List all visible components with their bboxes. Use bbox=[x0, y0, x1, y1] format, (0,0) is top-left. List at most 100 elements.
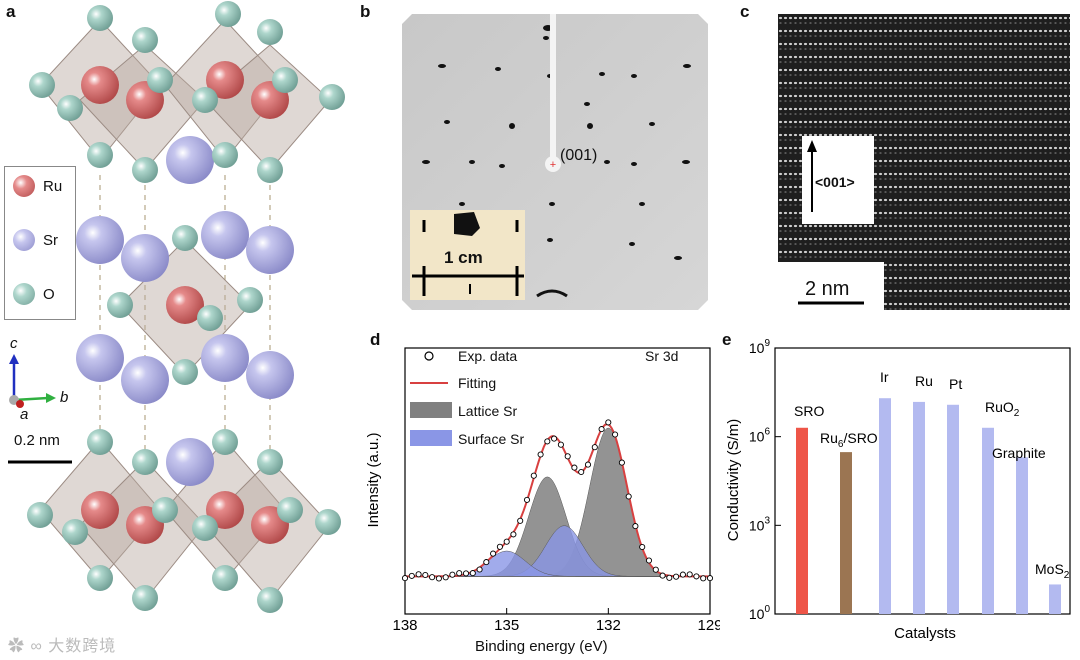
exp-data-point bbox=[652, 566, 659, 573]
legend-surface-label: Surface Sr bbox=[458, 431, 525, 447]
exp-data-point bbox=[456, 570, 463, 577]
bar-ir bbox=[879, 398, 891, 614]
exp-data-point bbox=[401, 575, 409, 582]
exp-data-point bbox=[442, 574, 449, 581]
legend-ru-label: Ru bbox=[43, 177, 63, 195]
legend-lattice-label: Lattice Sr bbox=[458, 403, 518, 419]
legend-surface-marker bbox=[410, 430, 452, 446]
exp-data-point bbox=[645, 557, 653, 564]
cond-y-ticks: 100 103 106 109 bbox=[749, 338, 781, 622]
exp-data-point bbox=[496, 543, 503, 550]
axis-label-b: b bbox=[60, 389, 69, 406]
exp-data-point bbox=[693, 573, 700, 580]
bar-label: SRO bbox=[794, 403, 824, 419]
bar-mos2 bbox=[1049, 584, 1061, 614]
exp-data-point bbox=[551, 435, 558, 442]
exp-data-point bbox=[584, 461, 592, 468]
direction-label: <001> bbox=[815, 174, 855, 190]
exp-data-point bbox=[449, 571, 456, 578]
sr-atoms bbox=[76, 136, 294, 486]
exp-data-point bbox=[564, 453, 571, 460]
y-tick-label: 103 bbox=[749, 515, 771, 533]
spot-label-001: (001) bbox=[560, 147, 598, 164]
xps-y-label: Intensity (a.u.) bbox=[365, 432, 382, 527]
ru-atoms bbox=[81, 61, 289, 544]
exp-data-point bbox=[666, 574, 673, 581]
exp-data-point bbox=[605, 419, 612, 426]
bar-label: Pt bbox=[949, 376, 962, 392]
crystal-sample bbox=[454, 212, 480, 236]
y-tick-label: 100 bbox=[749, 604, 771, 622]
exp-data-point bbox=[700, 575, 707, 582]
exp-data-point bbox=[510, 531, 517, 538]
x-tick-label: 132 bbox=[596, 617, 621, 634]
o-atoms bbox=[27, 1, 345, 613]
exp-data-points bbox=[401, 419, 714, 582]
exp-data-point bbox=[408, 572, 415, 579]
exp-data-point bbox=[618, 459, 625, 466]
bar-pt bbox=[947, 404, 959, 614]
exp-data-point bbox=[571, 464, 578, 471]
xps-frame bbox=[404, 347, 711, 615]
x-tick-label: 138 bbox=[392, 617, 417, 634]
panel-label-a: a bbox=[6, 2, 16, 21]
panel-label-b: b bbox=[360, 2, 371, 21]
exp-data-point bbox=[503, 538, 510, 545]
bar-graphite bbox=[1016, 457, 1028, 614]
panel-label-d: d bbox=[370, 330, 381, 349]
exp-data-point bbox=[673, 573, 680, 580]
exp-data-point bbox=[476, 566, 483, 573]
bar-ruo2 bbox=[982, 427, 994, 614]
sr-legend-ball bbox=[13, 229, 35, 251]
axis-label-a: a bbox=[20, 406, 29, 423]
exp-data-point bbox=[639, 543, 646, 551]
bar-ru bbox=[913, 401, 925, 614]
exp-data-point bbox=[598, 426, 605, 433]
atom-legend: Ru Sr O bbox=[4, 166, 76, 320]
exp-data-point bbox=[659, 572, 666, 579]
exp-data-point bbox=[462, 570, 470, 577]
bar-ru6sro bbox=[840, 452, 852, 614]
exp-data-point bbox=[435, 575, 442, 582]
exp-data-point bbox=[632, 523, 639, 530]
legend-o-label: O bbox=[43, 285, 55, 303]
exp-data-point bbox=[530, 472, 537, 479]
legend-fit-label: Fitting bbox=[458, 375, 497, 391]
exp-data-point bbox=[483, 559, 490, 566]
diffraction-spots bbox=[422, 25, 691, 298]
conductivity-chart: 100 103 106 109 SRO Ru6/SRO Ir Ru Pt RuO2 Graphit… bbox=[725, 338, 1071, 642]
x-tick-label: 135 bbox=[494, 617, 519, 634]
hrtem-scale-label: 2 nm bbox=[805, 278, 850, 300]
watermark: ✿ ∞ 大数跨境 bbox=[8, 638, 117, 655]
bar-label: Ru6/SRO bbox=[820, 430, 878, 450]
panel-label-e: e bbox=[722, 330, 732, 349]
exp-data-point bbox=[415, 571, 422, 578]
svg-text:+: + bbox=[550, 159, 556, 171]
bar-label: Graphite bbox=[992, 445, 1046, 461]
xps-chart: 138 135 132 129 Intensity (a.u.) bbox=[365, 347, 720, 634]
exp-data-point bbox=[625, 493, 632, 500]
bar-label: MoS2 bbox=[1035, 561, 1070, 581]
x-tick-label: 129 bbox=[697, 617, 720, 634]
bar-sro bbox=[796, 427, 808, 614]
exp-data-point bbox=[517, 517, 524, 524]
xps-x-ticks: 138 135 132 129 bbox=[392, 608, 720, 634]
exp-data-point bbox=[612, 431, 619, 438]
cond-y-label: Conductivity (S/m) bbox=[725, 419, 742, 542]
inset-scale-label: 1 cm bbox=[444, 248, 483, 267]
exp-data-point bbox=[469, 570, 476, 577]
exp-data-point bbox=[686, 571, 693, 578]
exp-data-point bbox=[591, 444, 598, 451]
legend-exp-label: Exp. data bbox=[458, 348, 518, 364]
bar-label: RuO2 bbox=[985, 399, 1020, 419]
o-legend-ball bbox=[13, 283, 35, 305]
exp-data-point bbox=[544, 438, 551, 445]
legend-lattice-marker bbox=[410, 402, 452, 418]
beam-stop bbox=[550, 14, 556, 162]
cond-bars bbox=[796, 398, 1061, 614]
exp-data-point bbox=[523, 496, 531, 503]
axis-gizmo bbox=[9, 354, 56, 408]
exp-data-point bbox=[578, 468, 585, 476]
cond-x-label: Catalysts bbox=[894, 625, 956, 642]
laue-diffraction-pattern: + bbox=[402, 14, 708, 310]
